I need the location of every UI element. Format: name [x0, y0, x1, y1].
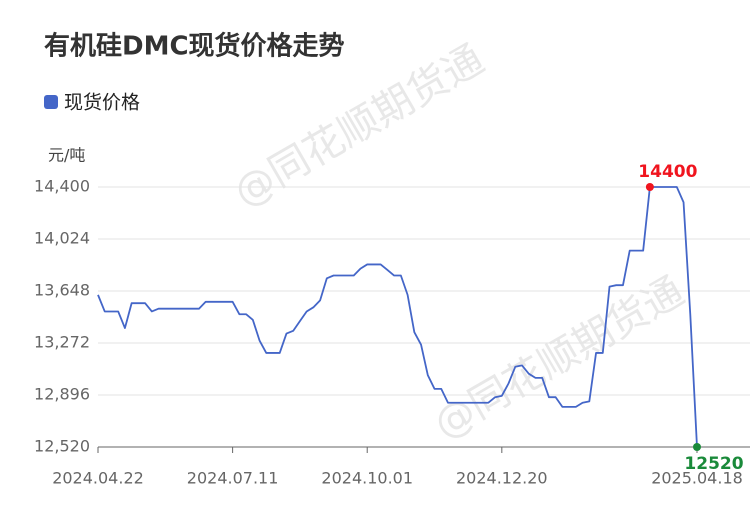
legend-swatch	[44, 95, 58, 109]
y-tick-label: 14,400	[34, 177, 90, 196]
extreme-point	[693, 443, 701, 451]
y-tick-label: 13,272	[34, 333, 90, 352]
watermark: @同花顺期货通	[226, 36, 491, 216]
x-tick-label: 2024.07.11	[187, 469, 279, 488]
y-axis-unit: 元/吨	[48, 146, 85, 165]
price-line	[97, 186, 698, 448]
x-tick-label: 2025.04.18	[651, 469, 743, 488]
y-tick-label: 12,896	[34, 385, 90, 404]
value-label: 14400	[638, 162, 697, 182]
y-tick-label: 14,024	[34, 229, 90, 248]
y-tick-label: 12,520	[34, 437, 90, 456]
watermark: @同花顺期货通	[426, 268, 691, 448]
legend-label: 现货价格	[64, 92, 140, 114]
x-tick-label: 2024.10.01	[321, 469, 413, 488]
chart-title: 有机硅DMC现货价格走势	[44, 31, 345, 62]
x-tick-label: 2024.12.20	[456, 469, 548, 488]
value-label: 12520	[684, 454, 743, 474]
x-tick-label: 2024.04.22	[52, 469, 144, 488]
y-tick-label: 13,648	[34, 281, 90, 300]
extreme-point	[645, 183, 654, 191]
